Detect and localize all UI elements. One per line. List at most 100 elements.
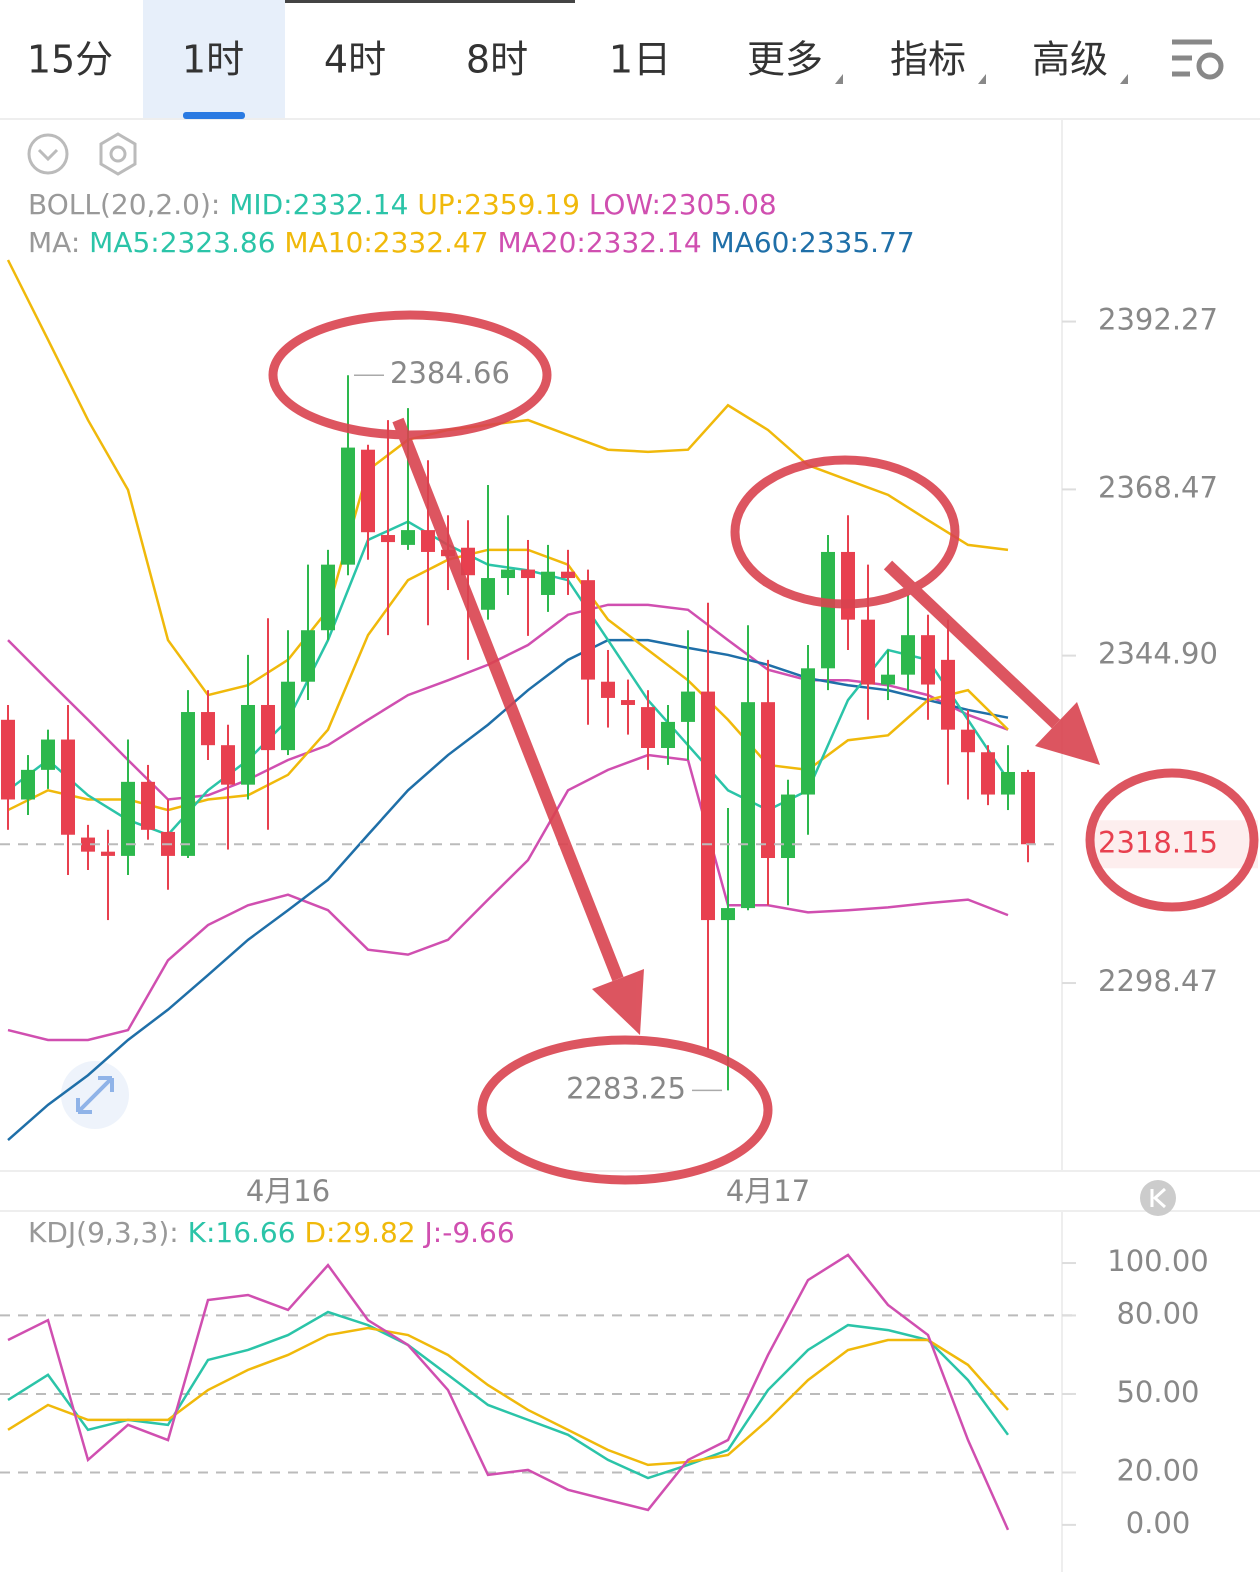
extreme-label: 2283.25 (566, 1071, 686, 1105)
candle-body (821, 551, 835, 669)
y-tick-label: 2368.47 (1098, 470, 1218, 504)
tab[interactable]: 1日 (609, 38, 671, 82)
candle-body (661, 721, 675, 749)
legend-item: LOW:2305.08 (589, 188, 777, 221)
arrow-head (1035, 702, 1100, 765)
notch (280, 0, 575, 3)
y-tick-label: 2298.47 (1098, 964, 1218, 998)
candle-body (241, 704, 255, 785)
settings-icon[interactable] (1172, 39, 1224, 80)
collapse-chevron (37, 148, 59, 162)
last-price-box (1092, 820, 1258, 869)
candle-body (601, 681, 615, 698)
expand-icon[interactable] (61, 1061, 129, 1129)
settings-hex[interactable] (99, 132, 137, 176)
candle-body (201, 712, 215, 746)
tab[interactable]: 4时 (324, 38, 386, 82)
hand-drawn-annotations (268, 310, 1259, 1185)
indicator-line (7, 1310, 1010, 1480)
circle-mark (477, 1035, 773, 1185)
y-tick-label: 0.00 (1126, 1506, 1191, 1540)
candle-body (581, 580, 595, 680)
toolbar-icons (27, 132, 137, 176)
candle-body (681, 691, 695, 722)
y-tick-label: 80.00 (1116, 1296, 1199, 1330)
candle-body (501, 569, 515, 579)
tab[interactable]: 指标 (890, 38, 966, 82)
x-tick-label: 4月16 (246, 1174, 330, 1208)
legend-item: BOLL(20,2.0): (28, 188, 229, 221)
candle-body (781, 794, 795, 859)
price-plot: BOLL(20,2.0): MID:2332.14 UP:2359.19 LOW… (0, 188, 1258, 1142)
last-price-label: 2318.15 (1098, 825, 1218, 859)
y-tick-label: 20.00 (1116, 1454, 1199, 1488)
candle-body (181, 712, 195, 856)
candle-body (81, 837, 95, 852)
tab[interactable]: 8时 (466, 38, 528, 82)
x-tick-label: 4月17 (726, 1174, 810, 1208)
candle-body (1, 719, 15, 800)
candle-body (281, 681, 295, 751)
tab[interactable]: 更多 (747, 38, 823, 82)
circle-mark (730, 455, 960, 609)
legend-item: MA10:2332.47 (284, 226, 497, 259)
active-tab-bg (143, 0, 285, 118)
candle-body (121, 781, 135, 856)
candle-body (641, 707, 655, 749)
y-tick-label: 100.00 (1107, 1244, 1208, 1278)
candle-body (381, 535, 395, 543)
legend: BOLL(20,2.0): MID:2332.14 UP:2359.19 LOW… (28, 188, 777, 221)
candle-body (561, 571, 575, 579)
candle-body (521, 569, 535, 579)
tab[interactable]: 高级 (1032, 38, 1108, 82)
arrow-head (592, 969, 644, 1035)
legend-item: MA: (28, 226, 89, 259)
indicator-line (7, 603, 1009, 801)
y-tick-label: 50.00 (1116, 1375, 1199, 1409)
candle-body (301, 630, 315, 682)
candle-body (101, 851, 115, 856)
dropdown-caret (1120, 74, 1128, 84)
kdj-plot: KDJ(9,3,3): K:16.66 D:29.82 J:-9.66 100.0… (0, 1216, 1209, 1540)
tab[interactable]: 1时 (182, 38, 244, 82)
candle-body (461, 547, 475, 576)
candle-body (881, 674, 895, 685)
dropdown-caret (978, 74, 986, 84)
candle-body (41, 739, 55, 770)
candle-body (841, 551, 855, 620)
legend-item: MA60:2335.77 (711, 226, 915, 259)
candle-body (401, 530, 415, 545)
indicator-line (7, 753, 1009, 1042)
legend-item: MA20:2332.14 (497, 226, 710, 259)
candle-body (961, 729, 975, 753)
candle-body (421, 530, 435, 552)
candle-body (541, 571, 555, 595)
extreme-label: 2384.66 (390, 356, 510, 390)
active-tab-indicator (183, 112, 245, 119)
candle-body (1021, 771, 1035, 845)
candle-body (21, 769, 35, 800)
legend-item: D:29.82 (304, 1216, 424, 1249)
candle-body (221, 745, 235, 785)
collapse-icon[interactable] (27, 133, 69, 175)
back-icon[interactable] (1140, 1180, 1176, 1216)
circle-mark (1085, 768, 1259, 912)
indicator-line (7, 1326, 1009, 1467)
y-tick-label: 2344.90 (1098, 637, 1218, 671)
indicator-line (6, 259, 1009, 697)
candle-body (361, 449, 375, 533)
candle-body (141, 781, 155, 830)
legend-item: KDJ(9,3,3): (28, 1216, 188, 1249)
candle-body (861, 619, 875, 685)
candle-body (901, 635, 915, 675)
legend-item: MA5:2323.86 (89, 226, 284, 259)
dropdown-caret (835, 74, 843, 84)
candle-body (481, 578, 495, 610)
legend-item: K:16.66 (188, 1216, 305, 1249)
candle-body (621, 700, 635, 705)
candle-body (801, 668, 815, 795)
candle-body (741, 702, 755, 909)
legend: KDJ(9,3,3): K:16.66 D:29.82 J:-9.66 (28, 1216, 515, 1249)
tab[interactable]: 15分 (27, 38, 113, 82)
